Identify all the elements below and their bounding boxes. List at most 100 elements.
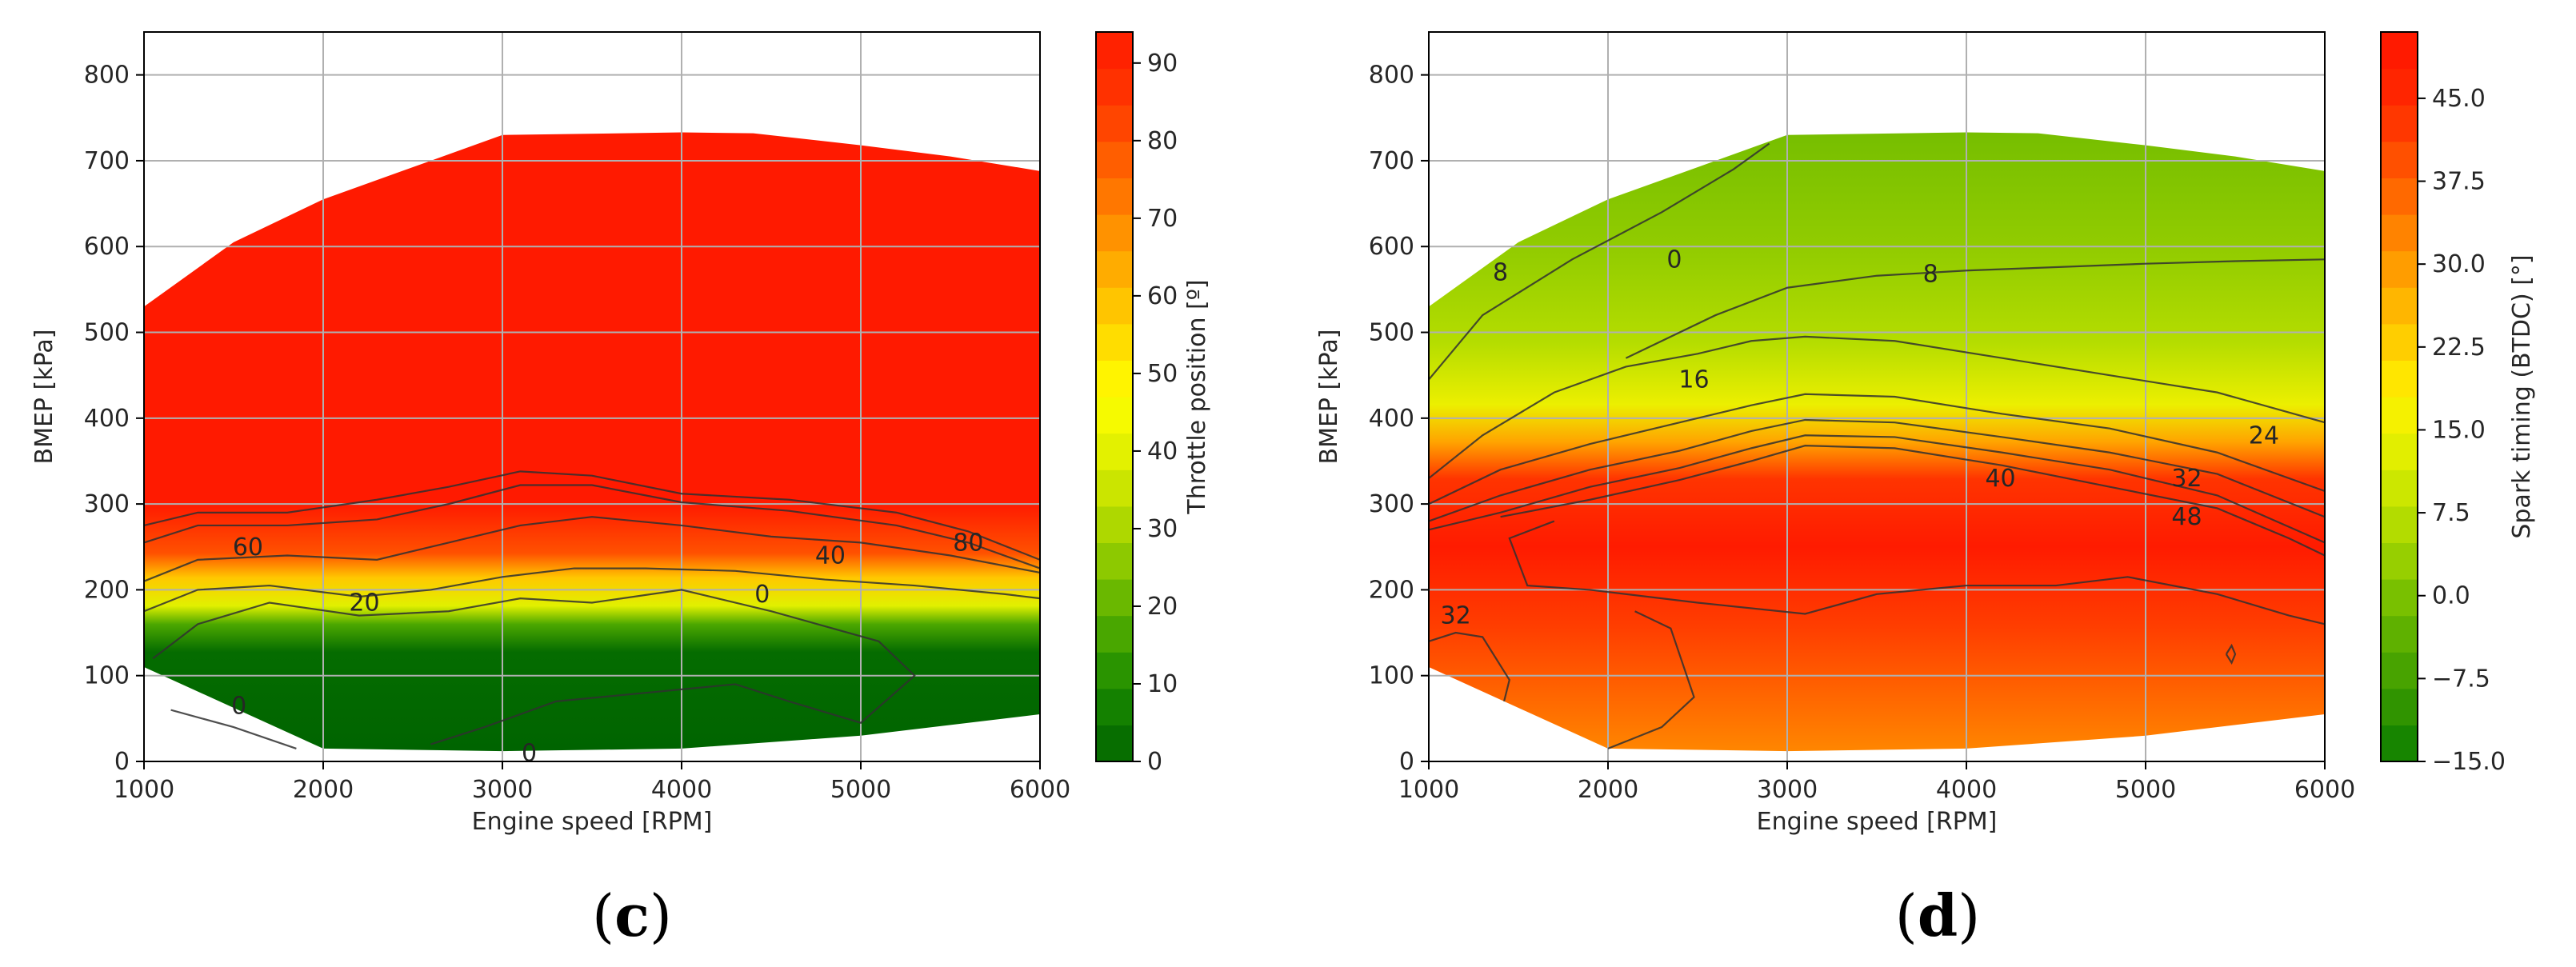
contour-label: 32 <box>1441 602 1471 630</box>
colorbar-band <box>2381 250 2418 288</box>
colorbar-band <box>2381 615 2418 653</box>
y-axis-label: BMEP [kPa] <box>30 330 58 465</box>
colorbar-band <box>2381 725 2418 762</box>
colorbar: −15.0 −7.5 0.0 7.5 15.0 22.5 30.0 37.5 45.0 Spark… <box>2380 31 2536 776</box>
contour-line <box>1428 335 2326 479</box>
contour-line <box>143 470 1041 561</box>
contour-label: 48 <box>2171 503 2202 531</box>
colorbar-tick-label: 10 <box>1147 670 1178 698</box>
contour-line <box>1428 418 2326 522</box>
y-tick-label: 600 <box>84 233 130 261</box>
colorbar-band <box>1096 433 1133 470</box>
x-tick-label: 4000 <box>651 776 712 804</box>
colorbar-band <box>2381 433 2418 470</box>
colorbar-band <box>2381 470 2418 507</box>
contour-line <box>152 589 916 745</box>
x-tick-label: 3000 <box>472 776 533 804</box>
y-tick-label: 300 <box>84 490 130 518</box>
contour-label: 40 <box>1985 465 2015 493</box>
colorbar-tick-label: 50 <box>1147 360 1178 388</box>
colorbar-band <box>1096 615 1133 653</box>
y-tick-label: 600 <box>1369 233 1414 261</box>
colorbar-band <box>1096 141 1133 178</box>
colorbar-tick-label: 22.5 <box>2432 334 2486 362</box>
colorbar-band <box>1096 105 1133 142</box>
y-tick-label: 800 <box>84 62 130 90</box>
y-tick-label: 400 <box>84 405 130 433</box>
colorbar-tick-label: 30 <box>1147 515 1178 543</box>
colorbar-label: Spark timing (BTDC) [°] <box>2508 254 2536 538</box>
colorbar-band <box>1096 725 1133 762</box>
colorbar-band <box>1096 323 1133 361</box>
colorbar-tick-label: 60 <box>1147 282 1178 310</box>
colorbar-band <box>1096 32 1133 70</box>
colorbar-tick-label: 15.0 <box>2432 416 2486 444</box>
colorbar-band <box>1096 250 1133 288</box>
y-tick-label: 700 <box>84 147 130 175</box>
colorbar-band <box>1096 68 1133 106</box>
colorbar: 0 10 20 30 40 50 60 70 80 90 Throttle position [º] <box>1095 31 1211 776</box>
contour-line <box>1500 445 2326 557</box>
contour-line <box>170 709 297 749</box>
contour-label: 8 <box>1923 261 1938 289</box>
y-tick-label: 500 <box>84 319 130 347</box>
contour-line <box>1508 520 2326 625</box>
y-tick-label: 100 <box>1369 662 1414 690</box>
colorbar-band <box>2381 141 2418 178</box>
contour-label: 0 <box>231 692 246 720</box>
colorbar-band <box>2381 579 2418 617</box>
colorbar-band <box>2381 542 2418 580</box>
contour-line <box>1607 610 1695 749</box>
colorbar-tick-label: 70 <box>1147 205 1178 233</box>
x-tick-label: 5000 <box>830 776 891 804</box>
colorbar-band <box>1096 688 1133 725</box>
colorbar-band <box>1096 542 1133 580</box>
x-tick-label: 2000 <box>1578 776 1638 804</box>
colorbar-band <box>1096 397 1133 434</box>
contour-line <box>143 516 1041 582</box>
colorbar-tick-label: 40 <box>1147 438 1178 466</box>
colorbar-label: Throttle position [º] <box>1183 279 1211 514</box>
colorbar-tick-label: 30.0 <box>2432 250 2486 278</box>
colorbar-band <box>1096 178 1133 215</box>
colorbar-band <box>2381 688 2418 725</box>
y-tick-label: 300 <box>1369 490 1414 518</box>
y-tick-label: 0 <box>114 748 130 776</box>
y-tick-label: 400 <box>1369 405 1414 433</box>
x-tick-label: 6000 <box>2294 776 2355 804</box>
colorbar-tick-label: 45.0 <box>2432 85 2486 113</box>
contour-label: 0 <box>1666 246 1682 274</box>
contour-line <box>1428 393 2326 505</box>
heatmap-fill <box>144 132 1040 752</box>
colorbar-tick-label: 90 <box>1147 50 1178 78</box>
colorbar-band <box>1096 579 1133 617</box>
axes-frame <box>1428 31 2326 762</box>
x-axis-label: Engine speed [RPM] <box>1757 808 1998 836</box>
contour-line <box>1428 434 2326 544</box>
colorbar-band <box>1096 505 1133 543</box>
contour-label: 80 <box>953 529 983 557</box>
y-tick-label: 700 <box>1369 147 1414 175</box>
contour-line <box>143 484 1041 569</box>
x-axis-label: Engine speed [RPM] <box>472 808 713 836</box>
contour-label: 32 <box>2171 465 2202 493</box>
contour-label: 24 <box>2249 422 2279 450</box>
colorbar-frame <box>2380 31 2418 762</box>
y-tick-label: 100 <box>84 662 130 690</box>
contour-label: 8 <box>1493 258 1508 286</box>
contour-line <box>1625 258 2326 359</box>
colorbar-tick-label: 37.5 <box>2432 168 2486 196</box>
colorbar-frame <box>1095 31 1134 762</box>
colorbar-band <box>2381 360 2418 398</box>
colorbar-band <box>2381 68 2418 106</box>
contour-label: 60 <box>233 533 263 561</box>
contour-line <box>1428 142 1770 381</box>
colorbar-tick-label: 0.0 <box>2432 582 2470 610</box>
colorbar-tick-label: −15.0 <box>2432 748 2506 776</box>
x-tick-label: 1000 <box>114 776 174 804</box>
y-tick-label: 500 <box>1369 319 1414 347</box>
y-axis-label: BMEP [kPa] <box>1315 330 1343 465</box>
